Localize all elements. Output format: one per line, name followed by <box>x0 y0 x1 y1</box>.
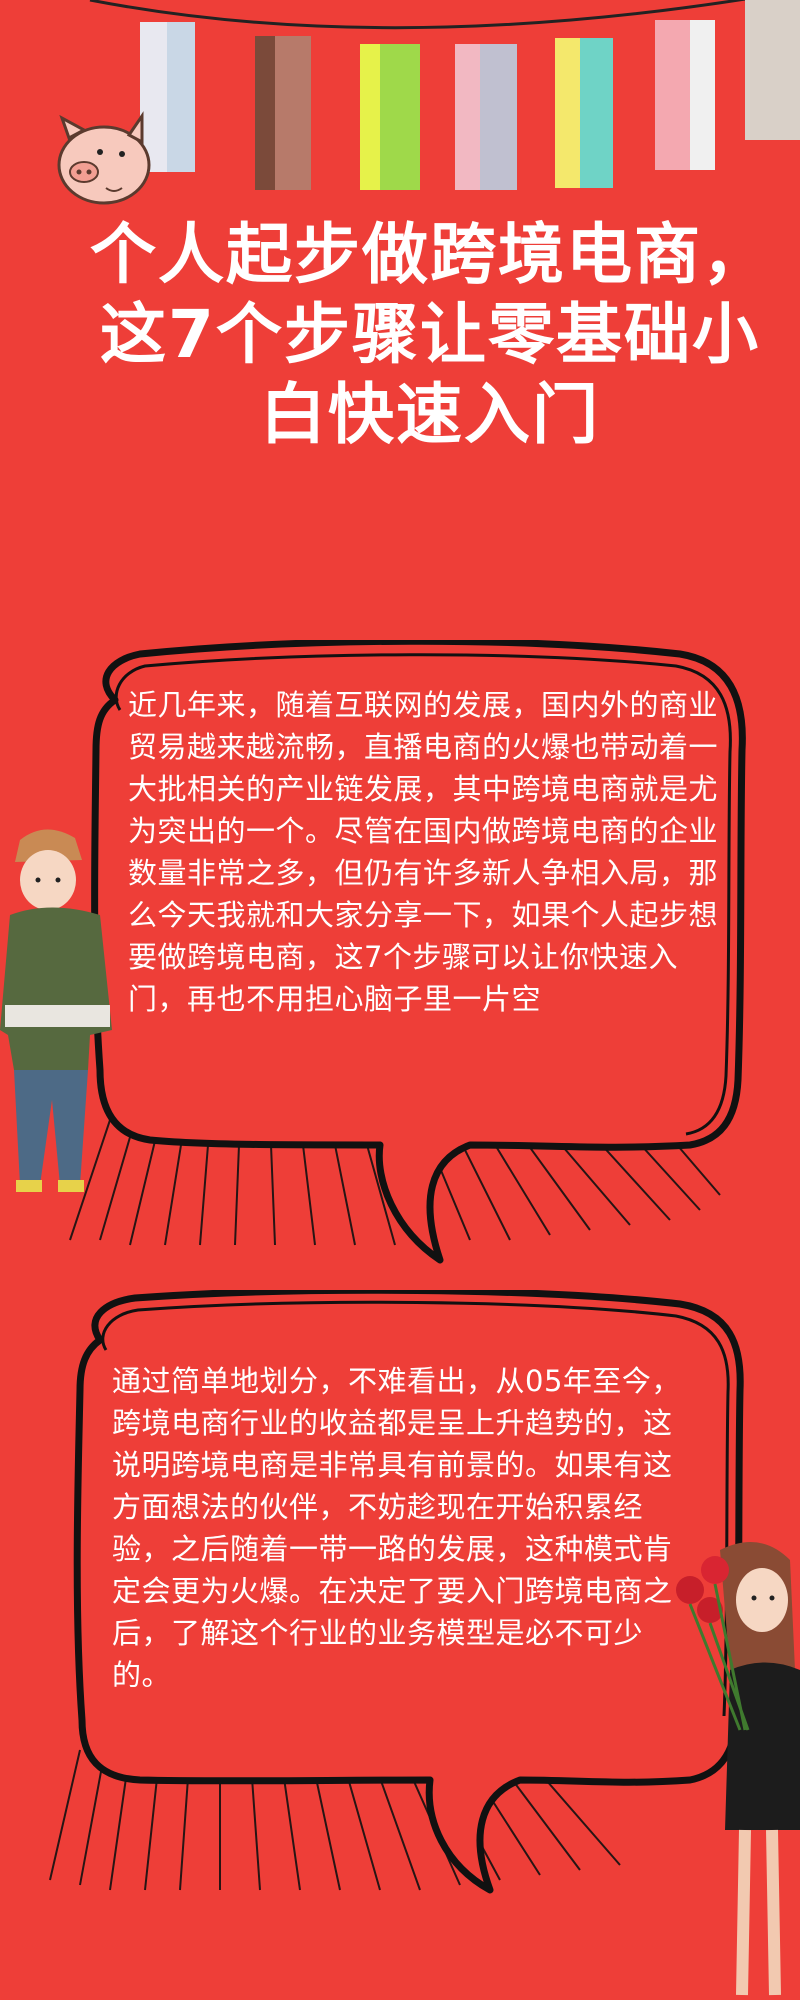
pig-icon <box>57 111 151 205</box>
page-title: 个人起步做跨境电商，这7个步骤让零基础小白快速入门 <box>90 216 770 453</box>
market-paragraph: 通过简单地划分，不难看出，从05年至今，跨境电商行业的收益都是呈上升趋势的，这说… <box>112 1364 681 1692</box>
girl-with-roses-figure <box>676 1542 800 1996</box>
boy-figure <box>0 829 112 1192</box>
speech-bubble-2 <box>49 1290 744 1894</box>
intro-paragraph: 近几年来，随着互联网的发展，国内外的商业贸易越来越流畅，直播电商的火爆也带动着一… <box>128 688 719 1016</box>
bunting-flags <box>89 0 800 190</box>
speech-bubble-1 <box>69 640 746 1264</box>
